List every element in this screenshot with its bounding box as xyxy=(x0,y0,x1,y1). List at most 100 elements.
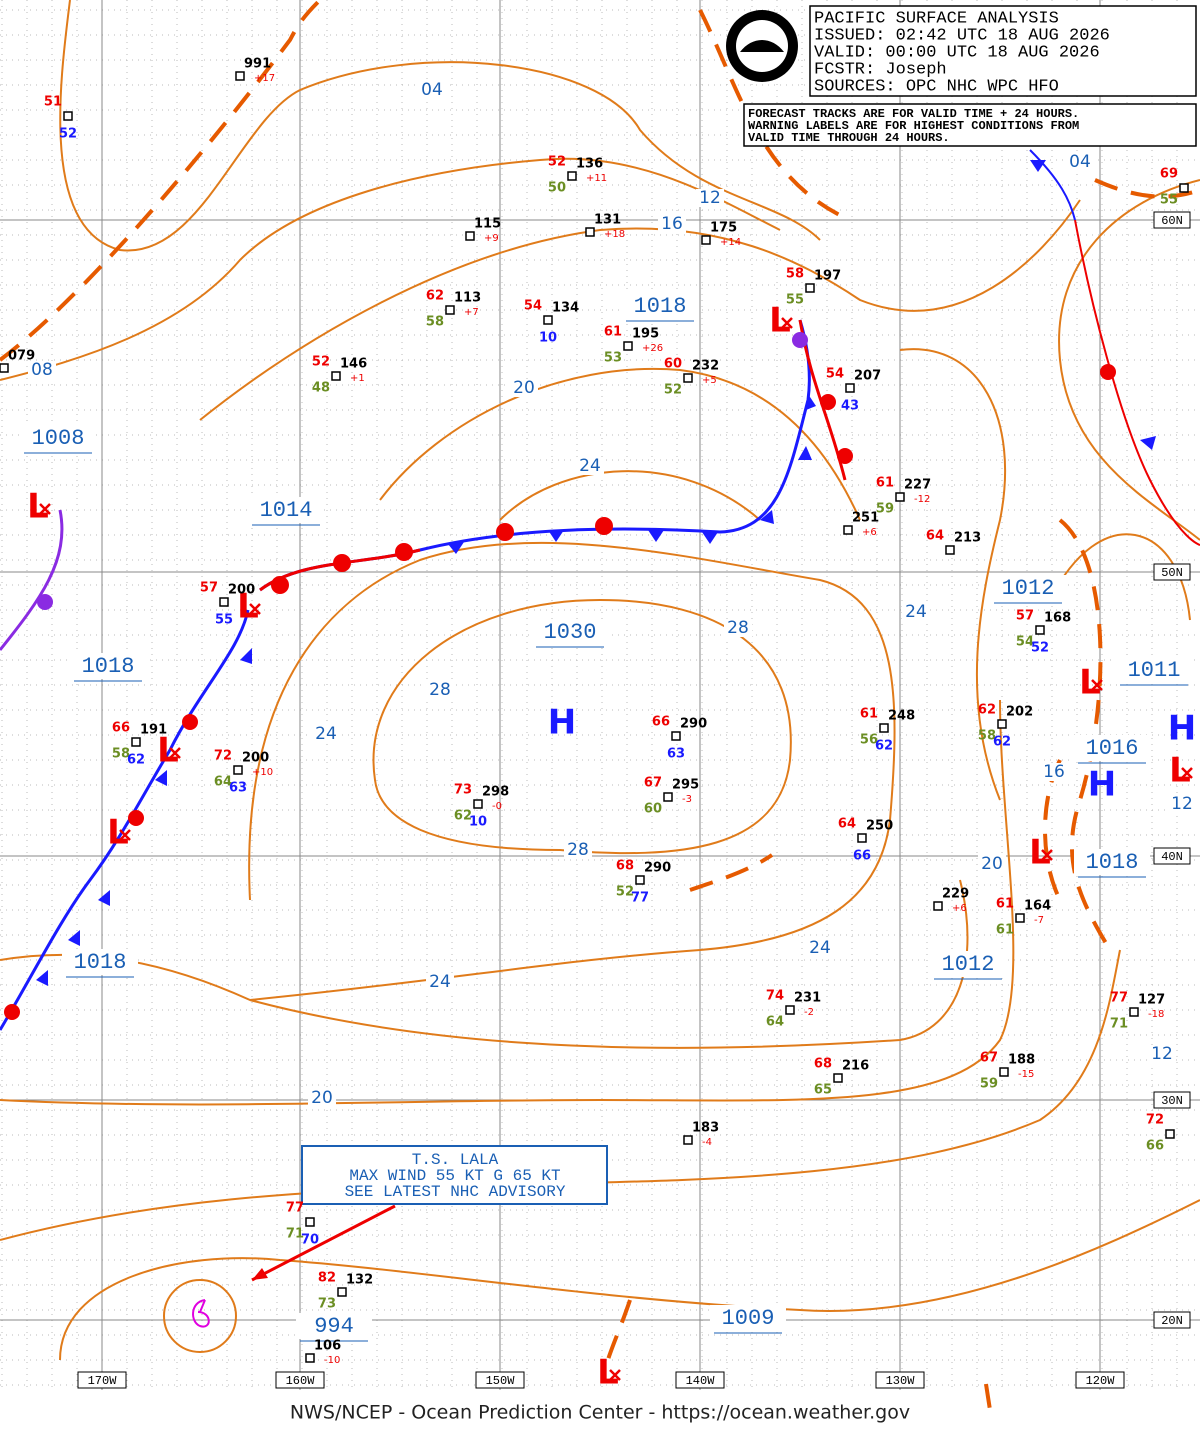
low-x xyxy=(249,603,261,615)
station-td: 53 xyxy=(604,351,622,366)
isobar-label: 08 xyxy=(31,360,53,380)
station-dp: +6 xyxy=(952,903,967,914)
lat-label-box xyxy=(1153,211,1191,229)
station-p: 106 xyxy=(314,1339,341,1354)
lon-label: 130W xyxy=(886,1374,916,1388)
station xyxy=(635,875,645,885)
header-line: ISSUED: 02:42 UTC 18 AUG 2026 xyxy=(814,26,1110,45)
header-line: PACIFIC SURFACE ANALYSIS xyxy=(814,9,1059,28)
low-x xyxy=(1181,767,1193,779)
isobar-label: 12 xyxy=(699,188,721,208)
station-w: 62 xyxy=(993,735,1011,750)
storm-line: SEE LATEST NHC ADVISORY xyxy=(345,1183,566,1201)
station xyxy=(805,283,815,293)
station-w: 77 xyxy=(631,891,649,906)
station-td: 58 xyxy=(978,729,996,744)
pressure-label-bg xyxy=(1116,657,1192,683)
station xyxy=(945,545,955,555)
pressure-label-bg xyxy=(296,1313,372,1339)
station-t: 72 xyxy=(1146,1113,1164,1128)
isobar-label: 28 xyxy=(429,680,451,700)
station-w: 63 xyxy=(667,747,685,762)
isobar-label-bg xyxy=(418,81,446,99)
lon-label: 170W xyxy=(88,1374,118,1388)
station-p: 175 xyxy=(710,221,737,236)
station-t: 72 xyxy=(214,749,232,764)
station-p: 207 xyxy=(854,369,881,384)
station-t: 51 xyxy=(44,95,62,110)
station-p: 248 xyxy=(888,709,915,724)
station-td: 55 xyxy=(786,293,804,308)
station-dp: +5 xyxy=(702,375,717,386)
station-td: 61 xyxy=(996,923,1014,938)
station-td: 50 xyxy=(548,181,566,196)
station-t: 66 xyxy=(112,721,130,736)
station xyxy=(445,305,455,315)
station-p: 164 xyxy=(1024,899,1051,914)
station-t: 57 xyxy=(200,581,218,596)
isobar-label-bg xyxy=(312,725,340,743)
storm-line: MAX WIND 55 KT G 65 KT xyxy=(349,1167,560,1185)
station-td: 65 xyxy=(814,1083,832,1098)
station-td: 73 xyxy=(318,1297,336,1312)
station-dp: +14 xyxy=(720,237,741,248)
station xyxy=(63,111,73,121)
lat-label: 50N xyxy=(1161,566,1183,580)
station-p: 191 xyxy=(140,723,167,738)
pressure-label: 1018 xyxy=(1086,850,1139,875)
station-p: 127 xyxy=(1138,993,1165,1008)
low-center: L xyxy=(1169,751,1191,791)
isobar-label: 04 xyxy=(421,80,443,100)
station-t: 64 xyxy=(838,817,856,832)
station xyxy=(671,731,681,741)
lon-label-box xyxy=(475,1371,525,1389)
notice-line: WARNING LABELS ARE FOR HIGHEST CONDITION… xyxy=(748,119,1079,133)
station-t: 52 xyxy=(312,355,330,370)
lon-label: 120W xyxy=(1086,1374,1116,1388)
station-p: 290 xyxy=(680,717,707,732)
station-td: 59 xyxy=(980,1077,998,1092)
pressure-label-bg xyxy=(20,425,96,451)
station xyxy=(567,171,577,181)
station-td: 58 xyxy=(426,315,444,330)
station-p: 132 xyxy=(346,1273,373,1288)
isobar-label-bg xyxy=(1148,1045,1176,1063)
lat-label: 60N xyxy=(1161,214,1183,228)
station-dp: +18 xyxy=(604,229,625,240)
station xyxy=(543,315,553,325)
station-t: 67 xyxy=(980,1051,998,1066)
station xyxy=(219,597,229,607)
isobar-label-bg xyxy=(806,939,834,957)
station xyxy=(663,792,673,802)
station xyxy=(843,525,853,535)
station-p: 295 xyxy=(672,778,699,793)
pressure-label-bg xyxy=(990,575,1066,601)
tropical-storm-symbol xyxy=(192,1299,210,1328)
station-dp: +1 xyxy=(350,373,365,384)
lon-label-box xyxy=(1075,1371,1125,1389)
station-dp: +9 xyxy=(484,233,499,244)
pressure-label: 1011 xyxy=(1128,658,1181,683)
station-dp: -2 xyxy=(804,1007,814,1018)
isobar-label-bg xyxy=(510,379,538,397)
pressure-label: 1018 xyxy=(82,654,135,679)
station xyxy=(701,235,711,245)
station-dp: -0 xyxy=(492,801,502,812)
pressure-label-bg xyxy=(532,619,608,645)
lat-label: 30N xyxy=(1161,1094,1183,1108)
station-t: 67 xyxy=(644,776,662,791)
lon-label-box xyxy=(875,1371,925,1389)
station-t: 66 xyxy=(652,715,670,730)
station-dp: +11 xyxy=(586,173,607,184)
station-p: 146 xyxy=(340,357,367,372)
station-w: 70 xyxy=(301,1233,319,1248)
isobar-label-bg xyxy=(426,973,454,991)
notice-line: VALID TIME THROUGH 24 HOURS. xyxy=(748,131,950,145)
station-t: 62 xyxy=(426,289,444,304)
isobar-label-bg xyxy=(902,603,930,621)
station-p: 134 xyxy=(552,301,579,316)
isobar-label: 16 xyxy=(661,214,683,234)
station xyxy=(999,1067,1009,1077)
station-td: 59 xyxy=(876,502,894,517)
